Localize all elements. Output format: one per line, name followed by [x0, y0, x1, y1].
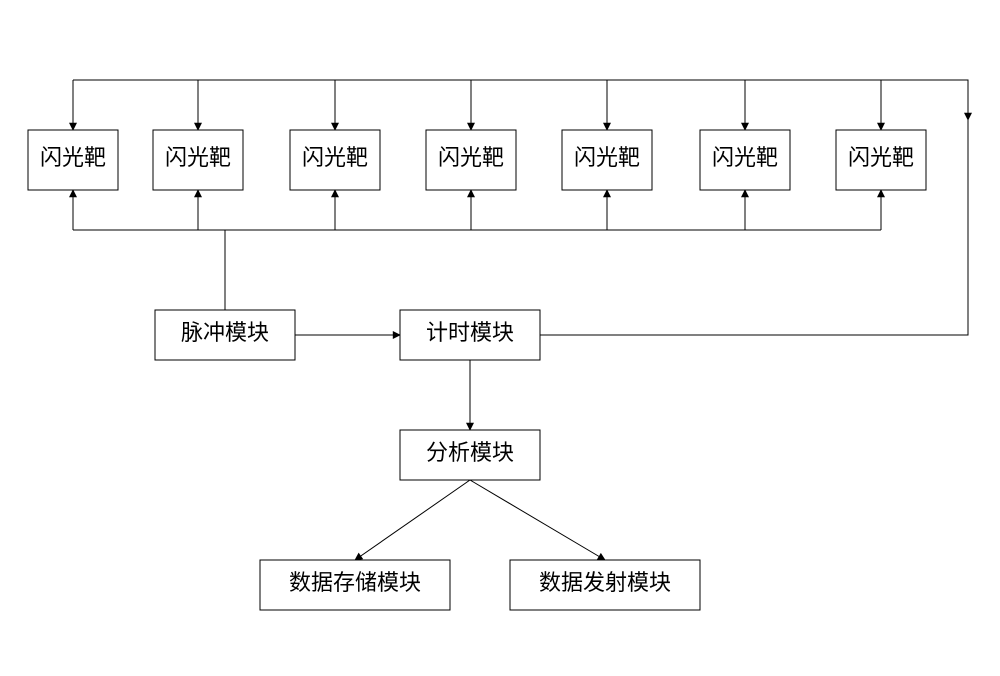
node-target6-label: 闪光靶	[712, 145, 778, 170]
node-storage-label: 数据存储模块	[289, 570, 421, 595]
node-target3-label: 闪光靶	[302, 145, 368, 170]
node-target2-label: 闪光靶	[165, 145, 231, 170]
node-pulse-label: 脉冲模块	[181, 320, 269, 345]
node-target1-label: 闪光靶	[40, 145, 106, 170]
node-analyze-label: 分析模块	[426, 440, 514, 465]
node-timer-label: 计时模块	[426, 320, 514, 345]
node-transmit-label: 数据发射模块	[539, 570, 671, 595]
node-target4-label: 闪光靶	[438, 145, 504, 170]
node-target5-label: 闪光靶	[574, 145, 640, 170]
node-target7-label: 闪光靶	[848, 145, 914, 170]
